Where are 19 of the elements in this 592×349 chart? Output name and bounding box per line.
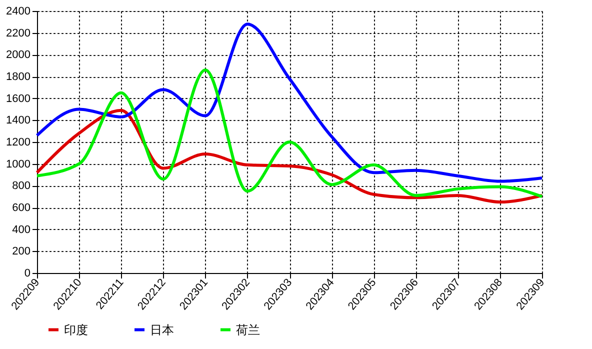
y-tick-label: 2400	[6, 6, 30, 18]
y-tick-label: 1400	[6, 114, 30, 127]
y-tick-label: 1200	[6, 136, 30, 148]
legend-label: 日本	[150, 322, 174, 337]
y-tick-label: 2000	[6, 49, 30, 62]
y-tick-label: 400	[12, 224, 30, 236]
y-tick-label: 1000	[6, 158, 30, 170]
y-tick-label: 1600	[6, 92, 30, 105]
legend-label: 荷兰	[236, 322, 260, 337]
y-tick-label: 0	[24, 268, 30, 280]
y-tick-label: 200	[12, 246, 30, 258]
y-tick-label: 600	[12, 202, 30, 214]
y-tick-label: 1800	[6, 71, 30, 83]
y-tick-label: 800	[12, 180, 30, 192]
line-series	[36, 108, 544, 204]
line-series	[36, 68, 544, 198]
y-tick-label: 2200	[6, 27, 30, 40]
legend-label: 印度	[64, 322, 88, 337]
line-series	[36, 22, 544, 183]
